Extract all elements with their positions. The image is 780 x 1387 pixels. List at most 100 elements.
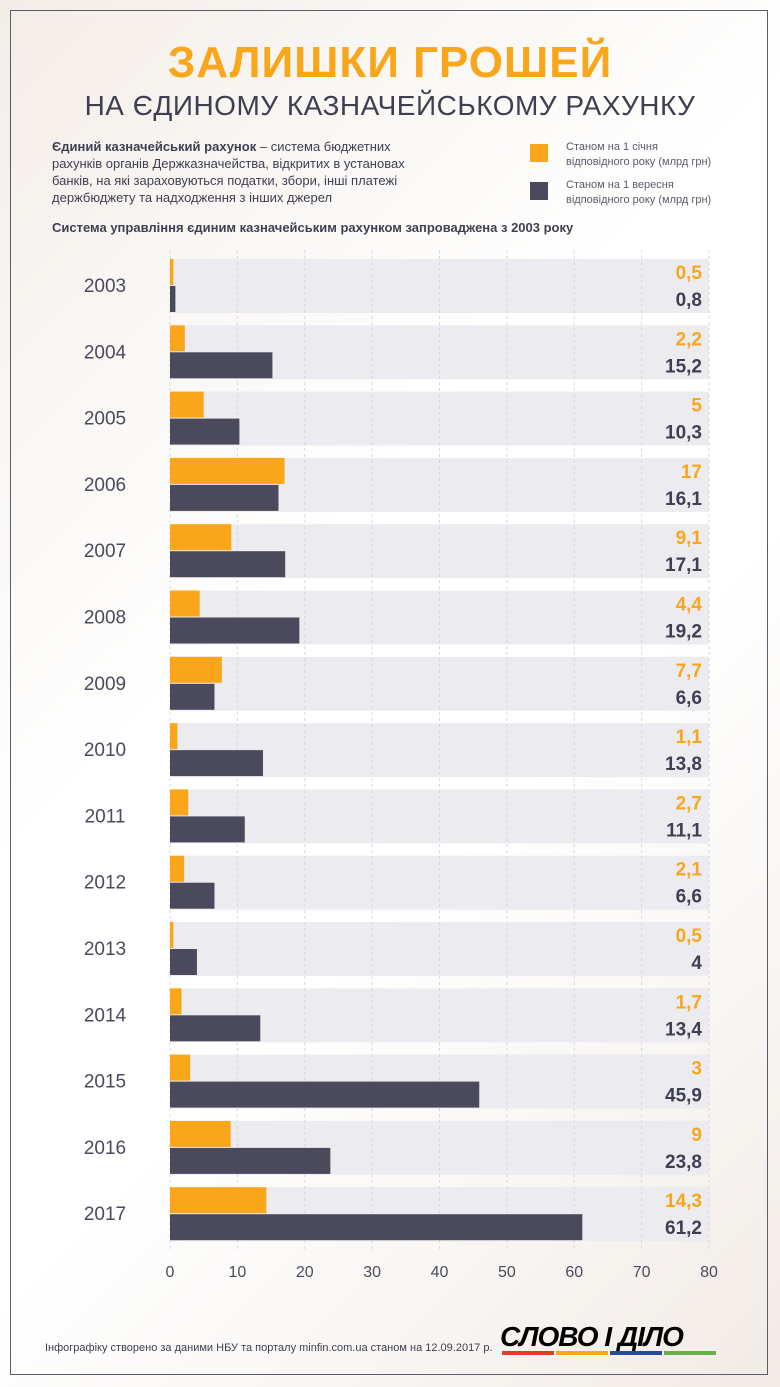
page-subtitle: НА ЄДИНОМУ КАЗНАЧЕЙСЬКОМУ РАХУНКУ: [84, 90, 696, 121]
bar-september: [170, 816, 245, 843]
value-label-january: 2,7: [676, 793, 702, 814]
value-label-january: 4,4: [676, 595, 703, 616]
category-label: 2009: [84, 674, 126, 695]
value-label-january: 9,1: [676, 528, 703, 549]
category-label: 2014: [84, 1005, 127, 1026]
value-label-september: 17,1: [665, 555, 702, 576]
bar-september: [170, 750, 263, 777]
bar-september: [170, 1081, 480, 1108]
bar-september: [170, 1214, 583, 1241]
value-label-january: 0,5: [676, 926, 703, 947]
value-label-january: 9: [691, 1125, 702, 1146]
category-label: 2017: [84, 1204, 126, 1225]
bar-september: [170, 286, 176, 312]
category-label: 2007: [84, 541, 126, 562]
logo-stripe-red: [502, 1351, 554, 1355]
x-tick-label: 80: [700, 1264, 718, 1281]
bar-january: [170, 457, 285, 484]
bar-january: [170, 656, 222, 683]
x-tick-label: 20: [296, 1264, 314, 1281]
bar-september: [170, 484, 279, 511]
value-label-january: 14,3: [665, 1191, 702, 1212]
bar-january: [170, 723, 178, 750]
value-label-september: 10,3: [665, 423, 702, 444]
category-label: 2006: [84, 475, 126, 496]
logo-text: СЛОВО І ДІЛО: [500, 1321, 684, 1352]
bar-september: [170, 1147, 331, 1174]
logo: СЛОВО І ДІЛО: [500, 1318, 720, 1362]
value-label-september: 16,1: [665, 489, 702, 510]
value-label-january: 0,5: [676, 263, 703, 284]
bar-january: [170, 988, 182, 1015]
bar-september: [170, 617, 300, 644]
bar-january: [170, 1120, 231, 1147]
description-term: Єдиний казначейський рахунок: [52, 139, 257, 154]
category-label: 2011: [85, 806, 126, 827]
legend-item-september: Станом на 1 вересня відповідного року (м…: [530, 178, 716, 208]
bar-january: [170, 259, 174, 285]
category-label: 2003: [84, 276, 126, 297]
bar-january: [170, 325, 185, 352]
legend-swatch-september: [530, 182, 548, 200]
value-label-january: 2,1: [676, 860, 703, 881]
x-tick-label: 30: [363, 1264, 381, 1281]
value-label-september: 13,4: [665, 1019, 702, 1040]
value-label-september: 61,2: [665, 1218, 702, 1239]
x-tick-label: 50: [498, 1264, 516, 1281]
legend-label-january: Станом на 1 січня відповідного року (млр…: [566, 141, 712, 168]
category-label: 2016: [84, 1138, 126, 1159]
description: Єдиний казначейський рахунок – система б…: [52, 138, 442, 206]
value-label-september: 45,9: [665, 1086, 702, 1107]
bar-chart: 2003 0,5 0,8 2004 2,2 15,2 2005 5 10,3 2006 17 16,1…: [84, 250, 718, 1281]
intro-text: Система управління єдиним казначейським …: [52, 220, 574, 235]
bar-september: [170, 1015, 261, 1042]
category-label: 2012: [84, 873, 126, 894]
footer-source: Інфографіку створено за даними НБУ та по…: [45, 1342, 493, 1354]
value-label-january: 2,2: [676, 329, 702, 350]
category-label: 2013: [84, 939, 126, 960]
value-label-september: 4: [691, 953, 702, 974]
category-label: 2004: [84, 342, 127, 363]
category-label: 2015: [84, 1072, 126, 1093]
x-tick-label: 70: [633, 1264, 651, 1281]
bar-january: [170, 1187, 267, 1214]
value-label-september: 6,6: [676, 688, 702, 709]
value-label-january: 7,7: [676, 661, 702, 682]
value-label-january: 3: [691, 1059, 702, 1080]
category-label: 2010: [84, 740, 126, 761]
bar-january: [170, 524, 232, 551]
value-label-september: 11,1: [666, 820, 702, 841]
bar-january: [170, 922, 174, 948]
legend-item-january: Станом на 1 січня відповідного року (млр…: [530, 140, 716, 170]
bar-january: [170, 855, 185, 882]
bar-january: [170, 789, 189, 816]
x-tick-label: 40: [431, 1264, 449, 1281]
logo-stripe-orange: [556, 1351, 608, 1355]
value-label-january: 17: [681, 462, 702, 483]
value-label-september: 13,8: [665, 754, 702, 775]
category-label: 2008: [84, 608, 126, 629]
value-label-january: 5: [691, 396, 702, 417]
bar-september: [170, 352, 273, 379]
value-label-september: 0,8: [676, 290, 702, 311]
legend-label-september: Станом на 1 вересня відповідного року (м…: [566, 179, 712, 206]
bar-september: [170, 683, 215, 710]
logo-stripe-green: [664, 1351, 716, 1355]
description-text: – система бюджетних рахунків органів Дер…: [52, 139, 405, 205]
value-label-january: 1,1: [676, 727, 703, 748]
bar-september: [170, 418, 240, 445]
value-label-september: 15,2: [665, 356, 702, 377]
value-label-september: 19,2: [665, 622, 702, 643]
page-frame: [10, 10, 768, 1375]
category-label: 2005: [84, 409, 126, 430]
bar-january: [170, 391, 204, 418]
x-tick-label: 10: [228, 1264, 246, 1281]
value-label-september: 23,8: [665, 1152, 702, 1173]
logo-graphic: СЛОВО І ДІЛО: [500, 1321, 716, 1355]
x-tick-label: 60: [565, 1264, 583, 1281]
page-title: ЗАЛИШКИ ГРОШЕЙ: [167, 38, 613, 87]
bar-september: [170, 551, 286, 578]
bar-september: [170, 882, 215, 909]
value-label-september: 6,6: [676, 887, 702, 908]
logo-stripe-blue: [610, 1351, 662, 1355]
